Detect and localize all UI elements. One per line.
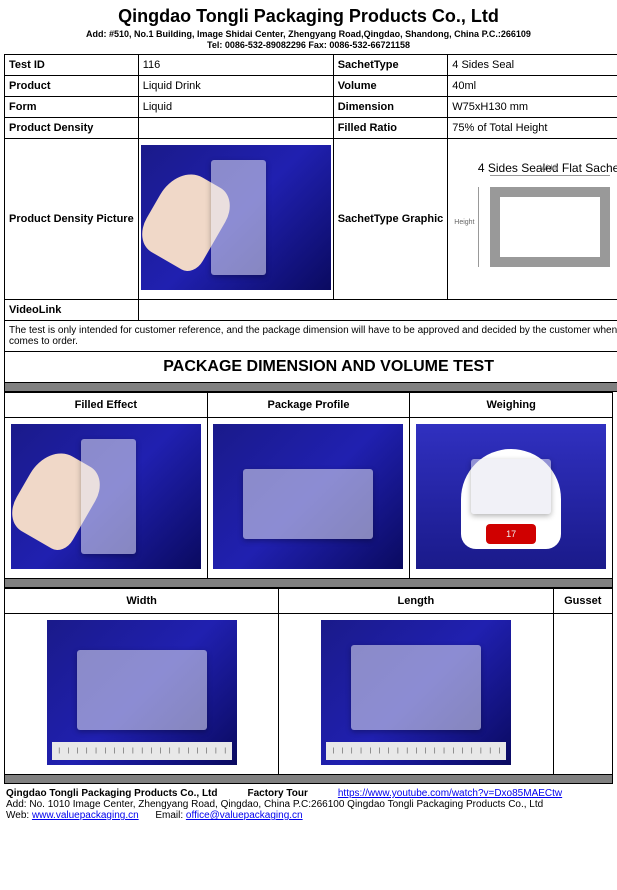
label-sachet-type: SachetType <box>333 55 448 76</box>
weighing-cell: 17 <box>410 418 613 579</box>
value-video-link <box>138 300 617 321</box>
width-photo-icon: | | | | | | | | | | | | | | | | | | | | <box>47 620 237 765</box>
label-test-id: Test ID <box>5 55 139 76</box>
company-name: Qingdao Tongli Packaging Products Co., L… <box>4 6 613 27</box>
divider-bar-3 <box>5 775 613 784</box>
note-text: The test is only intended for customer r… <box>5 321 617 352</box>
value-test-id: 116 <box>138 55 333 76</box>
header-package-profile: Package Profile <box>207 393 410 418</box>
label-sachet-graphic: SachetType Graphic <box>333 139 448 300</box>
gusset-cell <box>553 614 613 775</box>
label-density-picture: Product Density Picture <box>5 139 139 300</box>
header-gusset: Gusset <box>553 589 613 614</box>
label-filled-ratio: Filled Ratio <box>333 118 448 139</box>
footer-web-label: Web: <box>6 810 32 821</box>
density-picture-icon <box>141 145 331 290</box>
label-form: Form <box>5 97 139 118</box>
value-dimension: W75xH130 mm <box>448 97 617 118</box>
length-photo-icon: | | | | | | | | | | | | | | | | | | | | <box>321 620 511 765</box>
footer-email-label: Email: <box>155 810 186 821</box>
footer-youtube-link[interactable]: https://www.youtube.com/watch?v=Dxo85MAE… <box>338 788 562 799</box>
value-sachet-type: 4 Sides Seal <box>448 55 617 76</box>
footer-web-link[interactable]: www.valuepackaging.cn <box>32 810 139 821</box>
label-video-link: VideoLink <box>5 300 139 321</box>
sachet-diagram-icon: 4 Sides Sealed Flat Sachet Width Height <box>450 157 617 282</box>
label-dimension: Dimension <box>333 97 448 118</box>
value-form: Liquid <box>138 97 333 118</box>
company-contact: Tel: 0086-532-89082296 Fax: 0086-532-667… <box>4 40 613 50</box>
spec-table: Test ID 116 SachetType 4 Sides Seal Prod… <box>4 54 617 392</box>
company-address: Add: #510, No.1 Building, Image Shidai C… <box>4 29 613 39</box>
label-product: Product <box>5 76 139 97</box>
filled-effect-photo-icon <box>11 424 201 569</box>
header-length: Length <box>279 589 553 614</box>
footer-address: Add: No. 1010 Image Center, Zhengyang Ro… <box>6 799 611 810</box>
footer-factory-tour-label: Factory Tour <box>247 788 307 799</box>
length-cell: | | | | | | | | | | | | | | | | | | | | <box>279 614 553 775</box>
document-footer: Qingdao Tongli Packaging Products Co., L… <box>4 784 613 825</box>
section-title: PACKAGE DIMENSION AND VOLUME TEST <box>5 352 617 383</box>
header-filled-effect: Filled Effect <box>5 393 208 418</box>
header-width: Width <box>5 589 279 614</box>
test-grid-top: Filled Effect Package Profile Weighing 1… <box>4 392 613 588</box>
diagram-height-label: Height <box>454 219 474 226</box>
sachet-graphic-cell: 4 Sides Sealed Flat Sachet Width Height <box>448 139 617 300</box>
value-filled-ratio: 75% of Total Height <box>448 118 617 139</box>
ruler-icon: | | | | | | | | | | | | | | | | | | | | <box>52 742 232 760</box>
value-product: Liquid Drink <box>138 76 333 97</box>
density-picture-cell <box>138 139 333 300</box>
diagram-width-label: Width <box>540 165 558 172</box>
value-density <box>138 118 333 139</box>
width-cell: | | | | | | | | | | | | | | | | | | | | <box>5 614 279 775</box>
scale-display: 17 <box>486 524 536 544</box>
value-volume: 40ml <box>448 76 617 97</box>
ruler-icon: | | | | | | | | | | | | | | | | | | | | <box>326 742 506 760</box>
document-header: Qingdao Tongli Packaging Products Co., L… <box>4 6 613 50</box>
footer-email-link[interactable]: office@valuepackaging.cn <box>186 810 303 821</box>
test-grid-bottom: Width Length Gusset | | | | | | | | | | … <box>4 588 613 784</box>
label-density: Product Density <box>5 118 139 139</box>
filled-effect-cell <box>5 418 208 579</box>
divider-bar-2 <box>5 579 613 588</box>
diagram-title: 4 Sides Sealed Flat Sachet <box>450 161 617 175</box>
footer-company: Qingdao Tongli Packaging Products Co., L… <box>6 788 217 799</box>
header-weighing: Weighing <box>410 393 613 418</box>
package-profile-photo-icon <box>213 424 403 569</box>
label-volume: Volume <box>333 76 448 97</box>
divider-bar <box>5 383 617 392</box>
package-profile-cell <box>207 418 410 579</box>
weighing-photo-icon: 17 <box>416 424 606 569</box>
